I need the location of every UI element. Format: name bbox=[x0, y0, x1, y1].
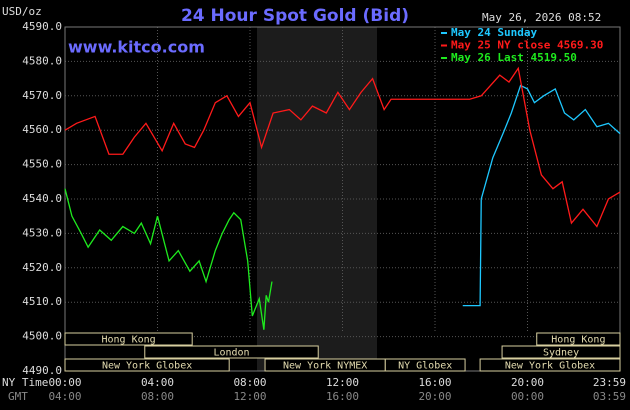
x-tick-label: 08:00 bbox=[233, 376, 266, 389]
subtitle: www.kitco.com bbox=[68, 38, 205, 57]
y-tick-label: 4570.0 bbox=[22, 89, 62, 102]
session-bar bbox=[144, 345, 319, 359]
session-bar bbox=[536, 332, 621, 346]
session-bar bbox=[501, 345, 621, 359]
price-line bbox=[64, 66, 621, 228]
y-axis-label: USD/oz bbox=[2, 5, 42, 18]
session-label: New York Globex bbox=[505, 361, 595, 372]
x-row-label: GMT bbox=[8, 390, 28, 403]
legend-label: May 26 Last 4519.50 bbox=[451, 51, 577, 64]
session-label: Sydney bbox=[543, 348, 579, 359]
session-label: Hong Kong bbox=[102, 335, 156, 346]
x-tick-label: 00:00 bbox=[48, 376, 81, 389]
price-line bbox=[64, 188, 273, 330]
x-tick-label: 12:00 bbox=[326, 376, 359, 389]
session-bar bbox=[479, 358, 621, 372]
y-tick-label: 4510.0 bbox=[22, 295, 62, 308]
x-tick-label: 20:00 bbox=[511, 376, 544, 389]
gmt-tick-label: 12:00 bbox=[233, 390, 266, 403]
chart-title: 24 Hour Spot Gold (Bid) bbox=[181, 6, 409, 26]
x-tick-label: 04:00 bbox=[141, 376, 174, 389]
y-tick-label: 4500.0 bbox=[22, 330, 62, 343]
x-tick-label: 23:59 bbox=[593, 376, 626, 389]
gmt-tick-label: 08:00 bbox=[141, 390, 174, 403]
y-tick-label: 4490.0 bbox=[22, 364, 62, 377]
y-tick-label: 4590.0 bbox=[22, 20, 62, 33]
y-tick-label: 4550.0 bbox=[22, 158, 62, 171]
session-bar bbox=[64, 358, 230, 372]
session-bar bbox=[384, 358, 466, 372]
session-bar bbox=[64, 332, 193, 346]
legend-label: May 25 NY close 4569.30 bbox=[451, 39, 603, 52]
x-tick-label: 16:00 bbox=[418, 376, 451, 389]
gmt-tick-label: 16:00 bbox=[326, 390, 359, 403]
price-line bbox=[462, 84, 621, 307]
gmt-tick-label: 00:00 bbox=[511, 390, 544, 403]
session-label: NY Globex bbox=[398, 361, 452, 372]
session-label: Hong Kong bbox=[551, 335, 605, 346]
y-tick-label: 4520.0 bbox=[22, 261, 62, 274]
y-tick-label: 4540.0 bbox=[22, 192, 62, 205]
timestamp: May 26, 2026 08:52 bbox=[482, 11, 601, 24]
y-tick-label: 4530.0 bbox=[22, 226, 62, 239]
y-tick-label: 4560.0 bbox=[22, 123, 62, 136]
y-tick-label: 4580.0 bbox=[22, 54, 62, 67]
gmt-tick-label: 20:00 bbox=[418, 390, 451, 403]
gmt-tick-label: 04:00 bbox=[48, 390, 81, 403]
session-label: New York NYMEX bbox=[283, 361, 367, 372]
session-label: London bbox=[213, 348, 249, 359]
x-row-label: NY Time bbox=[2, 376, 48, 389]
session-label: New York Globex bbox=[102, 361, 192, 372]
legend-label: May 24 Sunday bbox=[451, 26, 537, 39]
gmt-tick-label: 03:59 bbox=[593, 390, 626, 403]
